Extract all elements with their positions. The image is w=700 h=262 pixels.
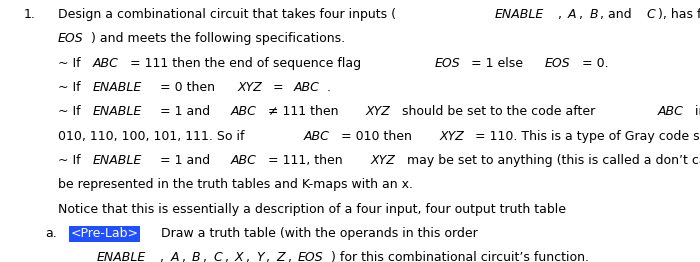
Text: 010, 110, 100, 101, 111. So if: 010, 110, 100, 101, 111. So if	[58, 130, 248, 143]
Text: .: .	[327, 81, 331, 94]
Text: EOS: EOS	[435, 57, 460, 70]
Text: X: X	[235, 251, 244, 262]
Text: ,: ,	[558, 8, 566, 21]
Text: ENABLE: ENABLE	[92, 81, 141, 94]
Text: should be set to the code after: should be set to the code after	[398, 105, 599, 118]
Text: = 0.: = 0.	[578, 57, 608, 70]
Text: XYZ: XYZ	[237, 81, 262, 94]
Text: ABC: ABC	[231, 154, 257, 167]
Text: Z: Z	[276, 251, 285, 262]
Text: ,: ,	[181, 251, 190, 262]
Text: = 110. This is a type of Gray code sequence.: = 110. This is a type of Gray code seque…	[471, 130, 700, 143]
Text: ~ If: ~ If	[58, 57, 85, 70]
Text: ENABLE: ENABLE	[92, 154, 141, 167]
Text: , and: , and	[601, 8, 636, 21]
Text: ,: ,	[246, 251, 254, 262]
Text: EOS: EOS	[298, 251, 323, 262]
Text: ~ If: ~ If	[58, 154, 85, 167]
Text: A: A	[171, 251, 179, 262]
Text: Draw a truth table (with the operands in this order: Draw a truth table (with the operands in…	[161, 227, 478, 240]
Text: be represented in the truth tables and K-maps with an x.: be represented in the truth tables and K…	[58, 178, 413, 191]
Text: ABC: ABC	[231, 105, 257, 118]
Text: A: A	[568, 8, 577, 21]
Text: ) for this combinational circuit’s function.: ) for this combinational circuit’s funct…	[331, 251, 589, 262]
Text: C: C	[214, 251, 222, 262]
Text: <Pre-Lab>: <Pre-Lab>	[71, 227, 139, 240]
Text: ), has four outputs (: ), has four outputs (	[658, 8, 700, 21]
Text: ~ If: ~ If	[58, 81, 85, 94]
Text: ABC: ABC	[293, 81, 319, 94]
Text: =: =	[270, 81, 288, 94]
Text: XYZ: XYZ	[365, 105, 391, 118]
Text: ABC: ABC	[657, 105, 683, 118]
Text: ,: ,	[225, 251, 232, 262]
Text: = 111 then the end of sequence flag: = 111 then the end of sequence flag	[126, 57, 365, 70]
Text: 1.: 1.	[23, 8, 35, 21]
Text: ,: ,	[288, 251, 295, 262]
Text: EOS: EOS	[545, 57, 570, 70]
Text: a.: a.	[46, 227, 57, 240]
Text: B: B	[192, 251, 201, 262]
Text: ENABLE: ENABLE	[97, 251, 146, 262]
Text: ~ If: ~ If	[58, 105, 85, 118]
Text: Y: Y	[256, 251, 264, 262]
Text: Design a combinational circuit that takes four inputs (: Design a combinational circuit that take…	[58, 8, 396, 21]
Text: EOS: EOS	[58, 32, 84, 45]
Text: ,: ,	[579, 8, 587, 21]
Text: in this list: 000, 001, 011,: in this list: 000, 001, 011,	[691, 105, 700, 118]
Text: = 1 and: = 1 and	[156, 154, 214, 167]
Text: = 010 then: = 010 then	[337, 130, 416, 143]
Text: = 1 else: = 1 else	[468, 57, 527, 70]
Text: ) and meets the following specifications.: ) and meets the following specifications…	[91, 32, 345, 45]
Text: XYZ: XYZ	[439, 130, 464, 143]
Text: ,: ,	[266, 251, 274, 262]
Text: ,: ,	[160, 251, 168, 262]
Text: ,: ,	[203, 251, 211, 262]
Text: = 1 and: = 1 and	[156, 105, 214, 118]
Text: = 111, then: = 111, then	[265, 154, 347, 167]
Text: ABC: ABC	[304, 130, 330, 143]
Text: ≠ 111 then: ≠ 111 then	[265, 105, 343, 118]
Text: ABC: ABC	[92, 57, 118, 70]
Text: = 0 then: = 0 then	[156, 81, 219, 94]
Text: C: C	[647, 8, 655, 21]
Text: XYZ: XYZ	[371, 154, 395, 167]
Text: may be set to anything (this is called a don’t care and should: may be set to anything (this is called a…	[403, 154, 700, 167]
Text: B: B	[589, 8, 598, 21]
Text: ENABLE: ENABLE	[494, 8, 543, 21]
Text: ENABLE: ENABLE	[92, 105, 141, 118]
Text: Notice that this is essentially a description of a four input, four output truth: Notice that this is essentially a descri…	[58, 203, 566, 216]
